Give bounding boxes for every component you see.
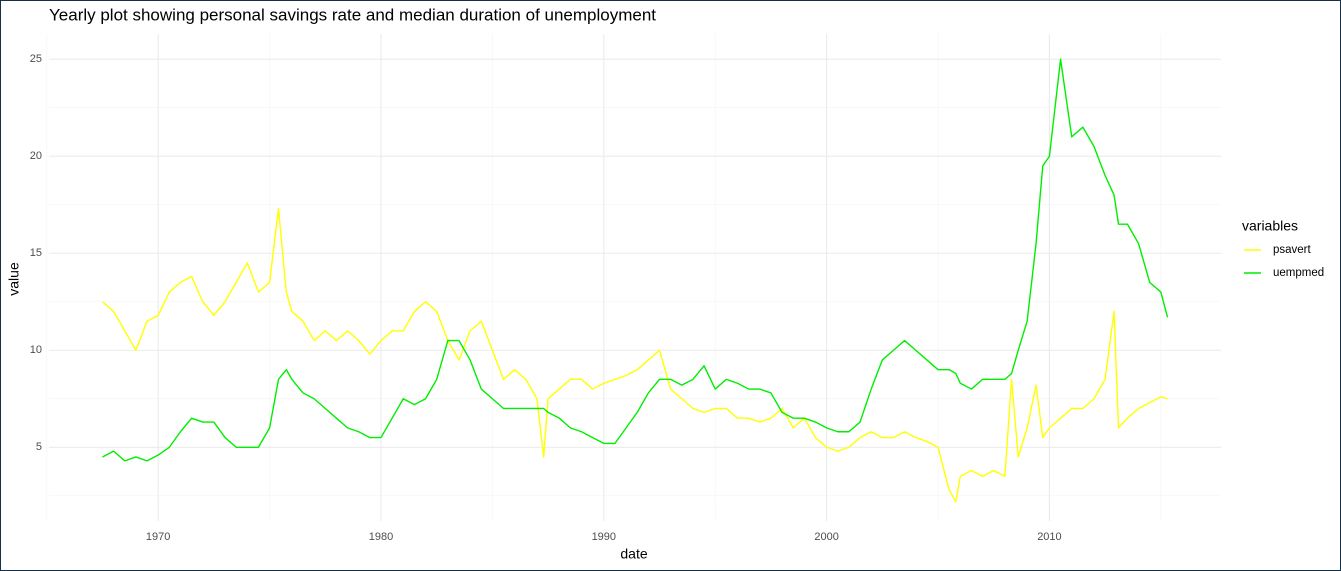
x-tick-label: 2010 xyxy=(1037,531,1061,543)
y-tick-label: 25 xyxy=(30,53,42,65)
y-axis-title: value xyxy=(6,262,22,296)
chart-title: Yearly plot showing personal savings rat… xyxy=(49,5,656,24)
x-axis-title: date xyxy=(620,546,647,562)
legend-title: variables xyxy=(1242,218,1298,234)
legend-label: psavert xyxy=(1273,244,1312,256)
x-tick-label: 1980 xyxy=(369,531,393,543)
series-line xyxy=(102,58,1169,462)
x-tick-label: 2000 xyxy=(814,531,838,543)
series-line xyxy=(102,207,1168,503)
y-tick-label: 20 xyxy=(30,150,42,162)
y-tick-label: 5 xyxy=(36,441,42,453)
y-tick-label: 10 xyxy=(30,344,42,356)
x-tick-label: 1970 xyxy=(146,531,170,543)
y-tick-label: 15 xyxy=(30,247,42,259)
legend-label: uempmed xyxy=(1273,267,1324,279)
x-tick-label: 1990 xyxy=(592,531,616,543)
